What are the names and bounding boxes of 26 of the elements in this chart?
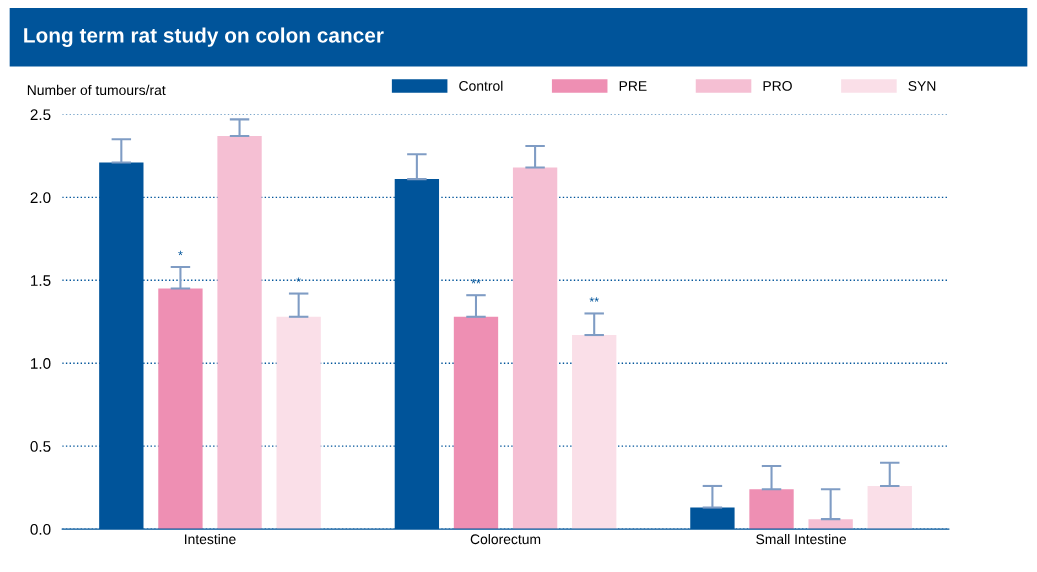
y-tick-label: 2.0 xyxy=(30,192,51,204)
bar xyxy=(572,335,617,530)
y-axis-title: Number of tumours/rat xyxy=(27,84,166,96)
bar xyxy=(453,316,499,530)
bar xyxy=(512,167,558,530)
bar xyxy=(217,135,262,530)
x-tick-label: Colorectum xyxy=(470,533,541,545)
data-label: ** xyxy=(471,279,481,284)
bar xyxy=(158,288,203,530)
data-label: * xyxy=(178,250,183,256)
x-tick-label: Intestine xyxy=(185,533,236,545)
y-tick-label: 2.5 xyxy=(30,109,51,121)
legend-label: PRE xyxy=(619,81,647,91)
y-tick-label: 1.5 xyxy=(31,275,51,286)
y-tick-label: 0.5 xyxy=(30,441,51,452)
bar xyxy=(749,489,794,530)
legend-label: PRO xyxy=(763,81,792,91)
y-tick-label: 0.0 xyxy=(30,523,51,535)
legend-label: SYN xyxy=(908,81,936,91)
x-tick-label: Small Intestine xyxy=(756,533,847,545)
data-label: ** xyxy=(589,297,599,302)
chart-title: Long term rat study on colon cancer xyxy=(24,27,384,47)
bar xyxy=(867,485,912,530)
y-tick-label: 1.0 xyxy=(31,358,51,369)
legend-label: Control xyxy=(459,80,503,91)
bar xyxy=(276,316,321,530)
